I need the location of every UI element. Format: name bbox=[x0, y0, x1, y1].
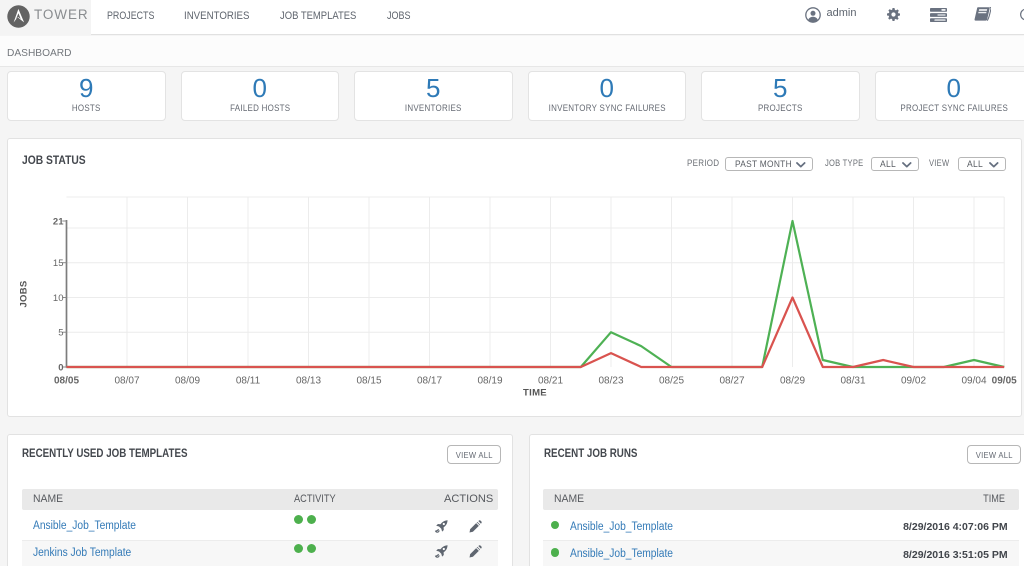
svg-text:08/13: 08/13 bbox=[296, 375, 321, 386]
svg-text:09/04: 09/04 bbox=[961, 375, 986, 386]
svg-text:09/05: 09/05 bbox=[992, 375, 1017, 386]
svg-text:08/09: 08/09 bbox=[175, 375, 200, 386]
svg-text:08/15: 08/15 bbox=[356, 375, 381, 386]
svg-text:5: 5 bbox=[58, 328, 63, 339]
svg-text:08/31: 08/31 bbox=[840, 375, 865, 386]
svg-text:08/27: 08/27 bbox=[719, 375, 744, 386]
svg-text:09/02: 09/02 bbox=[901, 375, 926, 386]
svg-text:08/23: 08/23 bbox=[598, 375, 623, 386]
svg-text:08/11: 08/11 bbox=[236, 375, 261, 386]
svg-text:08/29: 08/29 bbox=[780, 375, 805, 386]
svg-text:08/19: 08/19 bbox=[477, 375, 502, 386]
svg-text:21: 21 bbox=[53, 216, 64, 227]
svg-text:08/07: 08/07 bbox=[114, 375, 139, 386]
svg-text:08/17: 08/17 bbox=[417, 375, 442, 386]
svg-text:10: 10 bbox=[53, 293, 64, 304]
svg-text:0: 0 bbox=[58, 362, 63, 373]
svg-text:JOBS: JOBS bbox=[19, 280, 30, 307]
svg-text:08/21: 08/21 bbox=[538, 375, 563, 386]
svg-text:08/25: 08/25 bbox=[659, 375, 684, 386]
svg-text:08/05: 08/05 bbox=[54, 375, 79, 386]
svg-text:15: 15 bbox=[53, 258, 64, 269]
svg-text:TIME: TIME bbox=[523, 388, 547, 399]
